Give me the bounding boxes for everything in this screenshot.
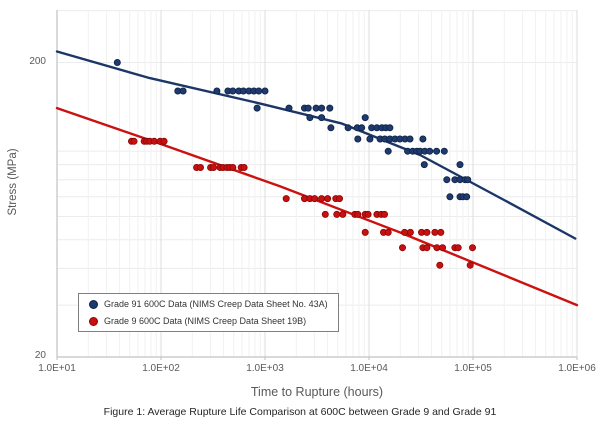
- x-axis-title: Time to Rupture (hours): [250, 385, 384, 399]
- data-point-series0: [426, 147, 434, 155]
- data-point-series0: [318, 114, 326, 122]
- data-point-series0: [113, 59, 121, 67]
- data-point-series0: [327, 124, 335, 132]
- data-point-series0: [440, 147, 448, 155]
- data-point-series1: [240, 163, 248, 171]
- data-point-series0: [354, 135, 362, 143]
- legend-label-grade91: Grade 91 600C Data (NIMS Creep Data Shee…: [104, 299, 328, 309]
- grade9-marker-icon: [89, 316, 98, 326]
- data-point-series0: [366, 135, 374, 143]
- data-point-series0: [213, 87, 221, 95]
- data-point-series0: [433, 147, 441, 155]
- data-point-series0: [358, 124, 366, 132]
- data-point-series1: [209, 163, 217, 171]
- data-point-series0: [253, 104, 261, 112]
- data-point-series1: [423, 244, 431, 252]
- data-point-series0: [406, 135, 414, 143]
- data-point-series0: [179, 87, 187, 95]
- data-point-series1: [339, 210, 347, 218]
- data-point-series1: [431, 228, 439, 236]
- data-point-series1: [401, 228, 409, 236]
- data-point-series0: [261, 87, 269, 95]
- grade91-marker-icon: [89, 299, 98, 309]
- data-point-series1: [150, 137, 158, 145]
- data-point-series0: [229, 87, 237, 95]
- data-point-series0: [456, 161, 464, 169]
- data-point-series1: [423, 228, 431, 236]
- data-point-series0: [384, 147, 392, 155]
- trend-line-series1: [55, 106, 579, 307]
- data-point-series0: [306, 114, 314, 122]
- data-point-series1: [439, 244, 447, 252]
- data-point-series1: [196, 163, 204, 171]
- data-point-series1: [406, 228, 414, 236]
- data-point-series0: [443, 176, 451, 184]
- legend: Grade 91 600C Data (NIMS Creep Data Shee…: [78, 293, 339, 332]
- data-point-series1: [468, 244, 476, 252]
- data-point-series1: [364, 210, 372, 218]
- y-tick-20: 20: [34, 350, 46, 361]
- legend-entry-grade91: Grade 91 600C Data (NIMS Creep Data Shee…: [89, 297, 338, 311]
- data-point-series0: [463, 193, 471, 201]
- data-point-series1: [335, 195, 343, 203]
- data-point-series0: [326, 104, 334, 112]
- data-point-series0: [464, 176, 472, 184]
- data-point-series0: [255, 87, 263, 95]
- data-point-series1: [324, 195, 332, 203]
- data-point-series1: [282, 195, 290, 203]
- x-tick-1e5: 1.0E+05: [454, 363, 492, 374]
- data-point-series0: [344, 124, 352, 132]
- figure-caption: Figure 1: Average Rupture Life Compariso…: [103, 406, 497, 418]
- x-tick-1e3: 1.0E+03: [246, 363, 284, 374]
- data-point-series0: [361, 114, 369, 122]
- x-tick-1e4: 1.0E+04: [350, 363, 388, 374]
- data-point-series1: [361, 228, 369, 236]
- x-tick-1e2: 1.0E+02: [142, 363, 180, 374]
- data-point-series1: [160, 137, 168, 145]
- data-point-series1: [321, 210, 329, 218]
- data-point-series1: [318, 195, 326, 203]
- data-point-series0: [318, 104, 326, 112]
- data-point-series1: [380, 210, 388, 218]
- data-point-series1: [311, 195, 319, 203]
- data-point-series0: [304, 104, 312, 112]
- y-axis-title: Stress (MPa): [7, 148, 19, 216]
- data-point-series0: [446, 193, 454, 201]
- data-point-series0: [419, 135, 427, 143]
- x-tick-1e1: 1.0E+01: [38, 363, 76, 374]
- data-point-series1: [229, 163, 237, 171]
- data-point-series1: [398, 244, 406, 252]
- data-point-series1: [436, 261, 444, 269]
- data-point-series1: [354, 210, 362, 218]
- data-point-series0: [420, 161, 428, 169]
- data-point-series1: [130, 137, 138, 145]
- data-point-series1: [437, 228, 445, 236]
- data-point-series1: [454, 244, 462, 252]
- x-tick-1e6: 1.0E+06: [558, 363, 596, 374]
- y-tick-200: 200: [29, 56, 46, 67]
- data-point-series1: [333, 210, 341, 218]
- data-point-series1: [466, 261, 474, 269]
- data-point-series0: [285, 104, 293, 112]
- data-point-series0: [386, 124, 394, 132]
- legend-label-grade9: Grade 9 600C Data (NIMS Creep Data Sheet…: [104, 316, 307, 326]
- data-point-series1: [384, 228, 392, 236]
- legend-entry-grade9: Grade 9 600C Data (NIMS Creep Data Sheet…: [89, 314, 338, 328]
- data-point-series1: [433, 244, 441, 252]
- trend-line-series0: [55, 50, 577, 240]
